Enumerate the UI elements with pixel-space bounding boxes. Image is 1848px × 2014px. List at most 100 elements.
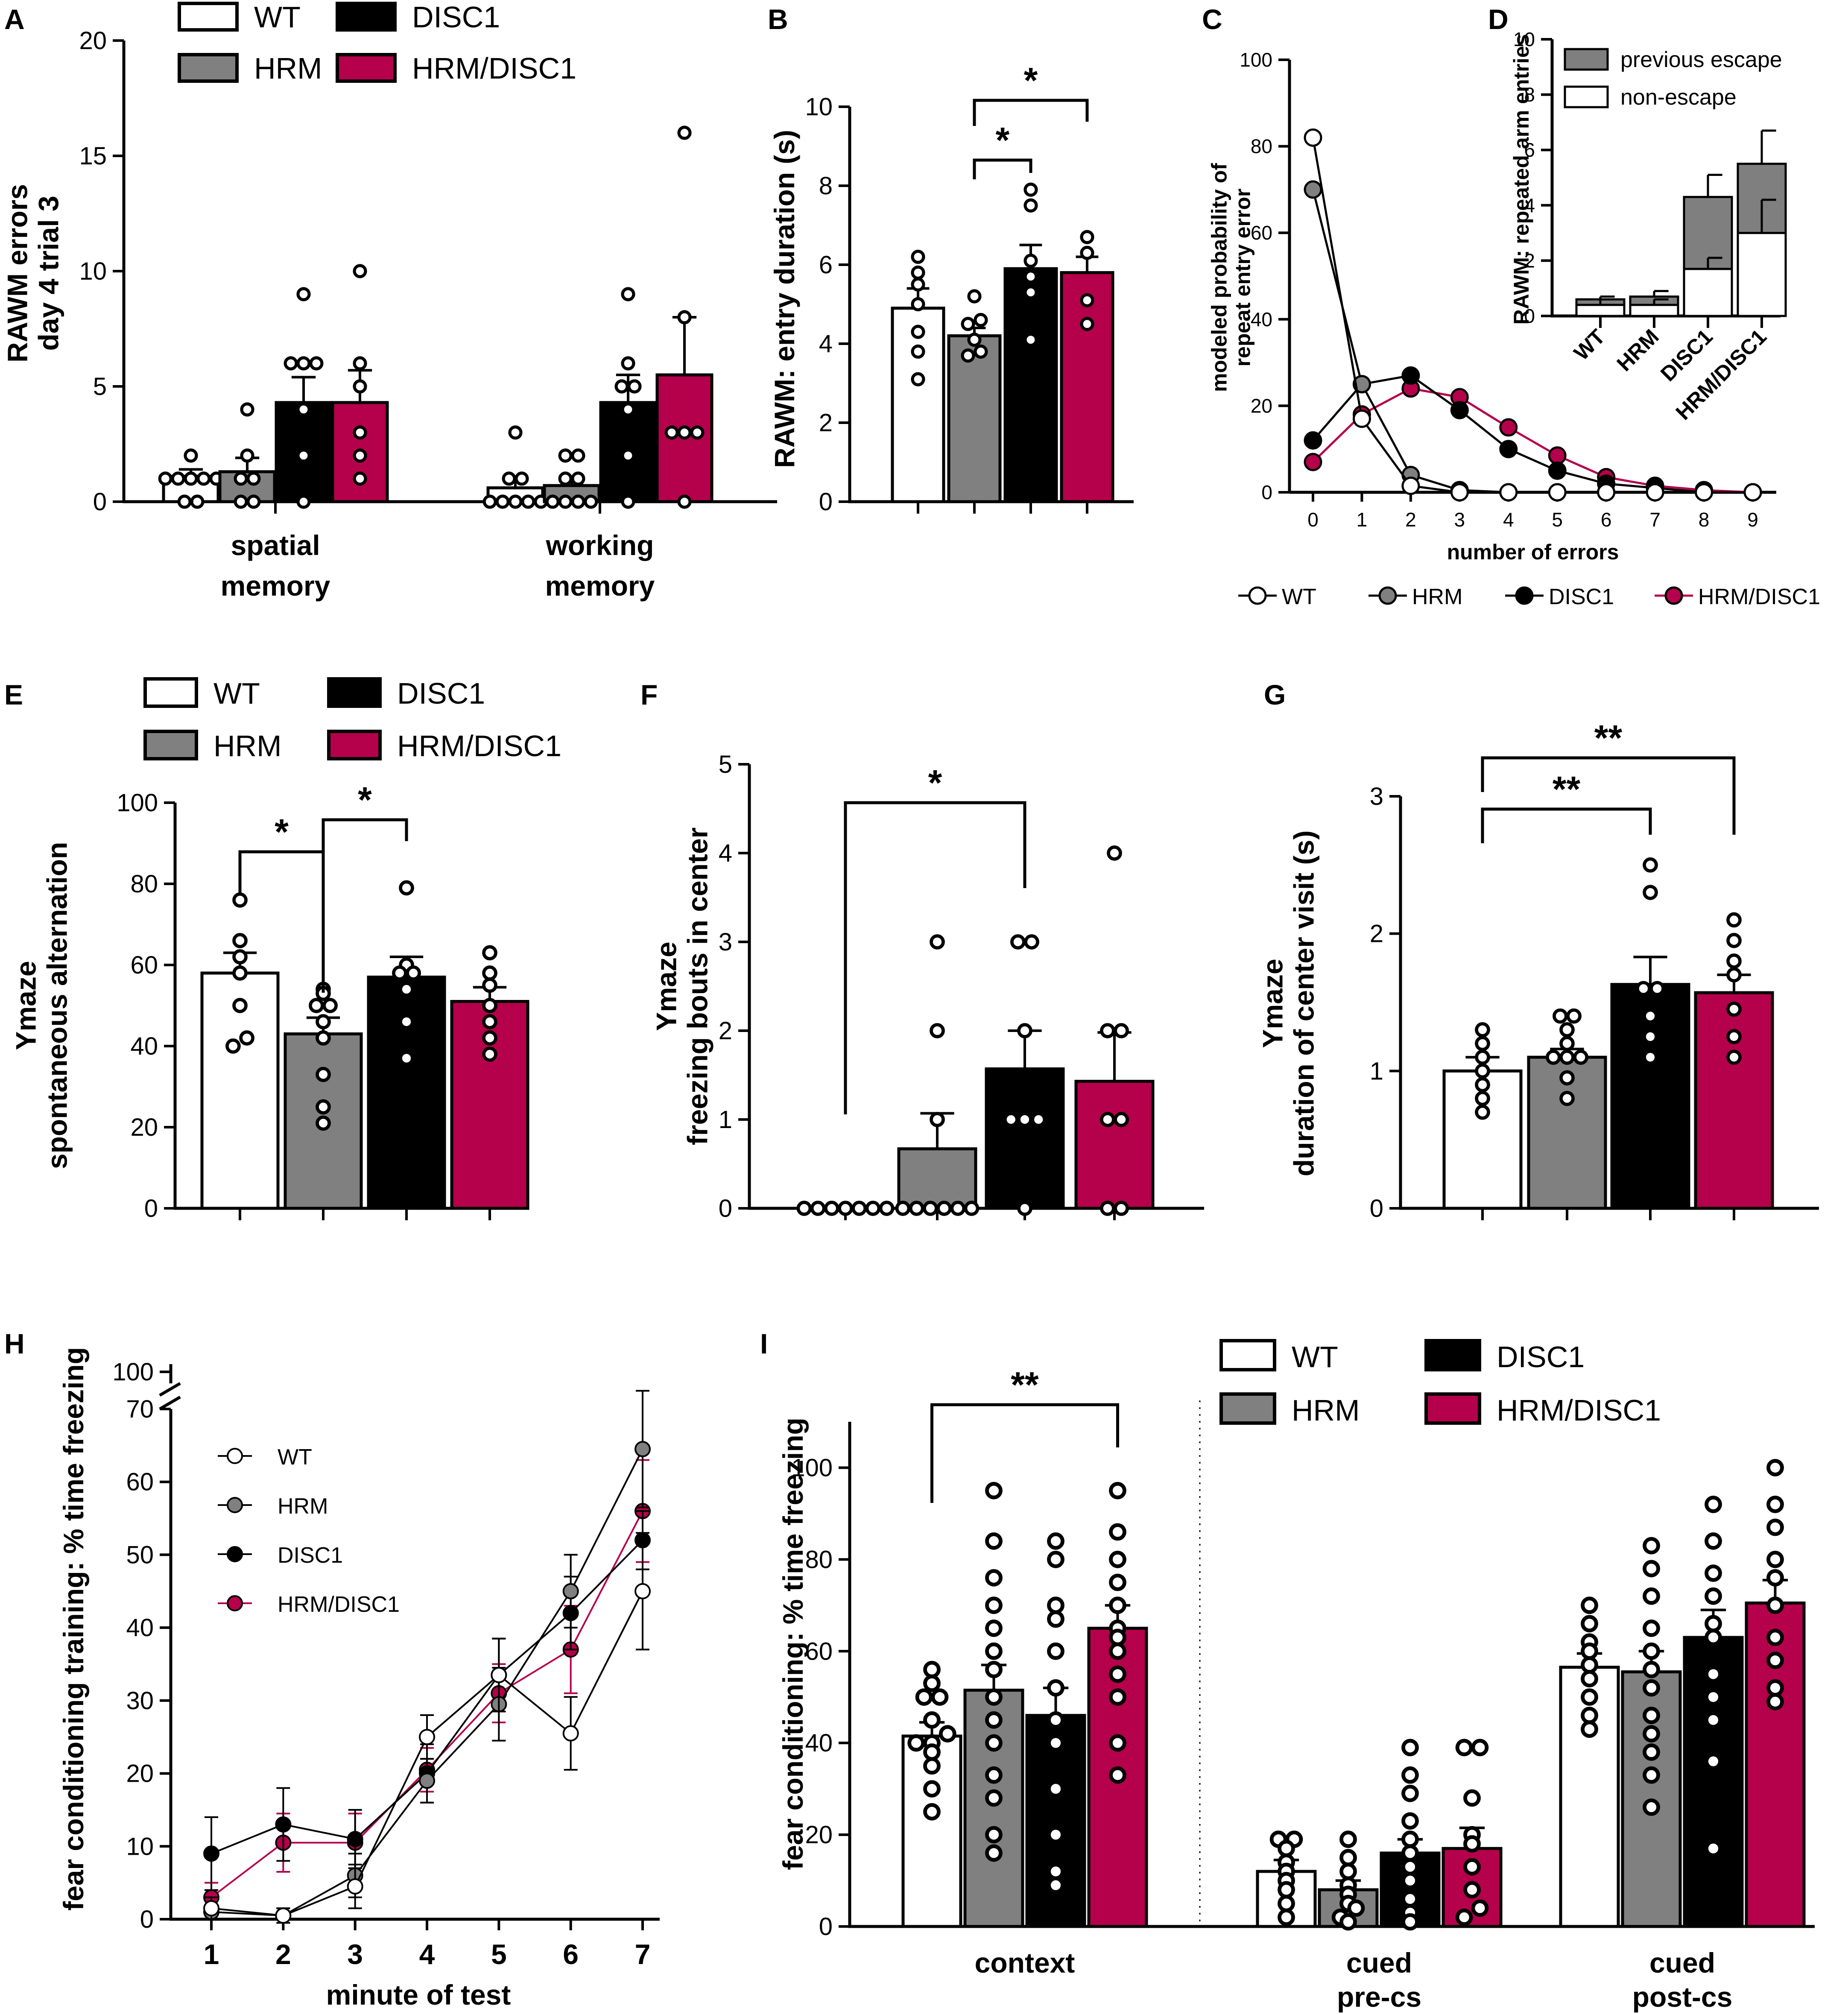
- data-point: [1581, 1596, 1598, 1614]
- group-label: pre-cs: [1337, 1981, 1421, 2013]
- y-tick-label: 0: [1261, 481, 1272, 503]
- data-point: [1726, 1029, 1742, 1044]
- data-point: [923, 1675, 941, 1692]
- series-point-disc1: [275, 1816, 292, 1833]
- y-tick-label: 20: [130, 1114, 158, 1141]
- data-point: [1559, 1090, 1575, 1106]
- legend-marker-disc1: [1515, 586, 1534, 605]
- legend-label-hrm-disc1: HRM/DISC1: [1497, 1394, 1661, 1427]
- data-point: [911, 324, 925, 339]
- data-point: [985, 1844, 1003, 1862]
- series-point-wt: [1304, 128, 1322, 147]
- data-point: [950, 1201, 966, 1216]
- y-tick-label: 40: [805, 1729, 833, 1757]
- y-axis-title-line: spontaneous alternation: [41, 842, 73, 1169]
- legend-swatch-hrm-disc1: [336, 53, 397, 83]
- bar-disc1: [985, 1067, 1065, 1210]
- y-tick-label: 1: [1370, 1057, 1383, 1085]
- data-point: [232, 965, 248, 981]
- data-point: [1643, 857, 1658, 873]
- data-point: [879, 1201, 895, 1216]
- data-point: [895, 1201, 911, 1216]
- y-tick-label: 15: [79, 142, 107, 170]
- data-point: [923, 1780, 941, 1798]
- y-tick-label: 60: [1251, 222, 1272, 244]
- data-point: [1080, 246, 1094, 260]
- data-point: [353, 356, 367, 371]
- legend-swatch-wt: [1219, 1339, 1276, 1371]
- data-point: [967, 289, 982, 304]
- x-tick-label: 4: [419, 1938, 435, 1970]
- data-point: [1401, 1830, 1419, 1848]
- data-point: [1766, 1693, 1784, 1710]
- legend-swatch-hrm: [1219, 1392, 1276, 1425]
- y-tick-label: 80: [130, 870, 158, 898]
- data-point: [482, 1046, 497, 1062]
- legend-marker-disc1: [227, 1546, 243, 1562]
- data-point: [482, 965, 497, 981]
- data-point: [521, 494, 535, 509]
- axis-break-mark: [159, 1382, 181, 1397]
- data-point: [1766, 1652, 1784, 1669]
- y-axis-title: RAWM: repeated arm entries: [1509, 34, 1533, 325]
- y-axis-title-line: fear conditioning: % time freezing: [777, 1418, 809, 1870]
- data-point: [911, 344, 925, 359]
- series-point-disc1: [1304, 431, 1322, 450]
- significance-bracket: [973, 158, 1032, 179]
- bar-disc1: [1683, 1636, 1744, 1928]
- series-point-hrm: [562, 1583, 579, 1599]
- x-tick-label: 9: [1747, 509, 1758, 531]
- group-label: cued: [1346, 1947, 1412, 1979]
- y-tick-label: 40: [1251, 308, 1272, 330]
- data-point: [614, 379, 629, 394]
- data-point: [1047, 1550, 1064, 1568]
- data-point: [1023, 198, 1038, 213]
- data-point: [931, 1688, 949, 1706]
- data-point: [239, 1030, 254, 1046]
- data-point: [316, 1099, 331, 1115]
- data-point: [1100, 1112, 1115, 1127]
- legend-marker-wt: [227, 1448, 243, 1464]
- legend-label-previous-escape: previous escape: [1620, 47, 1782, 72]
- y-tick-label: 100: [1240, 49, 1272, 71]
- data-point: [1463, 1835, 1481, 1853]
- data-point: [1339, 1862, 1357, 1880]
- data-point: [1109, 1628, 1126, 1646]
- y-tick-label: 60: [805, 1637, 833, 1665]
- data-point: [1463, 1881, 1481, 1899]
- data-point: [353, 448, 367, 463]
- data-point: [621, 402, 635, 417]
- y-axis-title: RAWM: entry duration (s): [769, 130, 800, 468]
- y-tick-label: 80: [805, 1546, 833, 1573]
- data-point: [1705, 1665, 1722, 1683]
- legend-swatch-hrm: [178, 53, 239, 83]
- y-tick-label: 20: [1251, 395, 1272, 417]
- data-point: [1559, 1022, 1575, 1038]
- y-tick-label: 5: [93, 373, 107, 400]
- data-point: [923, 1201, 938, 1216]
- data-point: [985, 1711, 1003, 1729]
- data-point: [1100, 1023, 1115, 1038]
- legend-swatch-disc1: [1424, 1339, 1481, 1371]
- data-point: [1705, 1752, 1722, 1770]
- y-tick-label: 1: [719, 1106, 732, 1134]
- x-tick-label: 7: [635, 1938, 651, 1970]
- series-point-wt: [347, 1878, 363, 1895]
- data-point: [246, 494, 261, 509]
- data-point: [1559, 1036, 1575, 1051]
- data-point: [967, 333, 982, 347]
- x-axis-title: number of errors: [1447, 540, 1619, 564]
- data-point: [584, 494, 598, 509]
- data-point: [1566, 1008, 1582, 1024]
- x-tick-label: 1: [204, 1938, 219, 1970]
- y-tick-label: 6: [819, 251, 833, 279]
- legend-label-hrm: HRM: [278, 1494, 328, 1519]
- data-point: [184, 448, 198, 463]
- data-point: [838, 1201, 853, 1216]
- data-point: [1726, 967, 1742, 983]
- y-axis-title-line: repeat entry error: [1231, 189, 1255, 367]
- y-axis-title: modeled probability ofrepeat entry error: [1208, 163, 1255, 392]
- data-point: [923, 1743, 941, 1761]
- data-point: [1278, 1894, 1295, 1912]
- y-tick-label: 2: [719, 1017, 732, 1045]
